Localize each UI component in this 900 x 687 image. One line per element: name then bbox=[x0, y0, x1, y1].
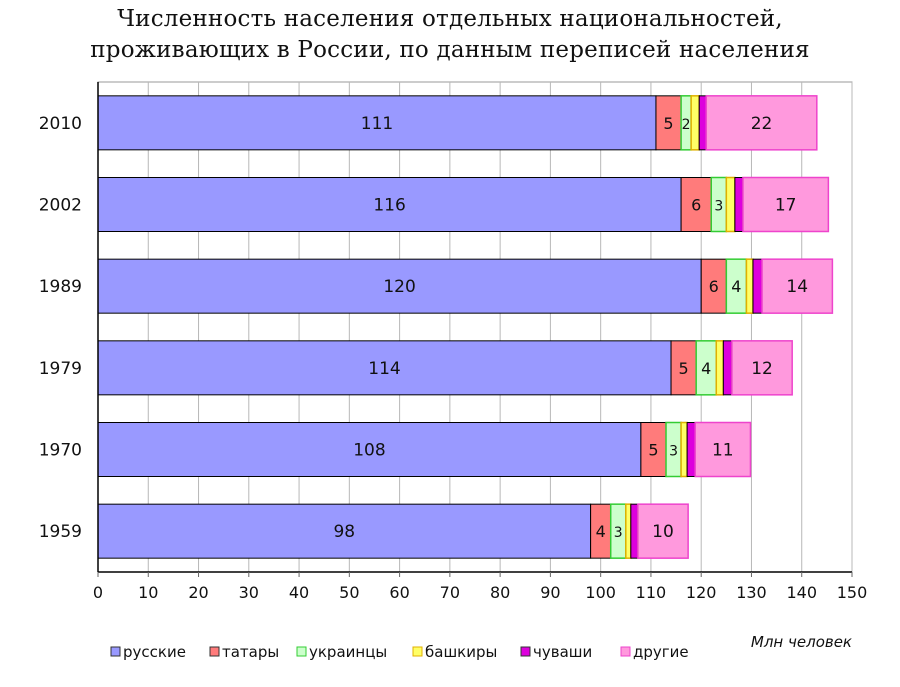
chart-title: Численность населения отдельных национал… bbox=[117, 6, 783, 32]
x-axis-label: Млн человек bbox=[751, 633, 852, 651]
y-tick-label: 1989 bbox=[39, 277, 82, 297]
bar-segment bbox=[97, 503, 592, 559]
bar-segment bbox=[637, 503, 689, 559]
data-label: 2 bbox=[682, 117, 691, 133]
data-label: 3 bbox=[714, 199, 723, 215]
data-label: 116 bbox=[373, 196, 405, 216]
data-label: 6 bbox=[709, 277, 719, 296]
data-label: 4 bbox=[596, 522, 606, 541]
y-tick-label: 1959 bbox=[39, 522, 82, 542]
legend-label: русские bbox=[123, 643, 186, 661]
x-tick-label: 90 bbox=[540, 583, 560, 602]
bar-segment bbox=[722, 340, 733, 396]
bar-segment bbox=[625, 503, 632, 559]
data-label: 3 bbox=[669, 444, 678, 460]
data-label: 6 bbox=[691, 196, 701, 215]
x-tick-label: 80 bbox=[490, 583, 510, 602]
data-label: 12 bbox=[751, 359, 773, 379]
bar-segment bbox=[734, 177, 744, 232]
bar-segment bbox=[97, 422, 642, 477]
bar-segment bbox=[705, 95, 818, 151]
data-label: 3 bbox=[614, 525, 623, 541]
data-label: 111 bbox=[361, 114, 393, 134]
bar-segment bbox=[97, 177, 682, 232]
data-label: 22 bbox=[751, 114, 773, 134]
x-tick-label: 140 bbox=[786, 583, 817, 602]
gridlines bbox=[147, 82, 853, 572]
data-label: 4 bbox=[701, 359, 711, 378]
bar-segment bbox=[630, 503, 639, 559]
y-tick-label: 1979 bbox=[39, 359, 82, 379]
legend-label: другие bbox=[633, 643, 689, 661]
legend-swatch bbox=[110, 646, 121, 657]
bar-segment bbox=[680, 177, 712, 232]
data-label: 10 bbox=[652, 522, 674, 542]
data-label: 5 bbox=[679, 359, 689, 378]
y-tick-labels: 2010 2002 1989 1979 1970 1959 bbox=[39, 114, 82, 542]
bar-segment bbox=[694, 421, 752, 478]
data-label: 5 bbox=[648, 441, 658, 460]
x-tick-label: 70 bbox=[440, 583, 460, 602]
axes bbox=[97, 82, 852, 573]
legend-label: чуваши bbox=[533, 643, 592, 661]
data-label: 11 bbox=[712, 441, 734, 461]
legend-swatch bbox=[520, 646, 531, 657]
bar-segment bbox=[97, 258, 702, 314]
legend-swatch bbox=[209, 646, 220, 657]
y-tick-label: 2002 bbox=[39, 196, 82, 216]
legend-swatch bbox=[412, 646, 423, 657]
legend: русские татары украинцы башкиры чуваши другие bbox=[110, 643, 689, 661]
data-label: 98 bbox=[333, 522, 355, 542]
bar-segment bbox=[686, 422, 696, 477]
plot-background bbox=[97, 81, 853, 573]
legend-label: татары bbox=[222, 643, 279, 661]
data-label: 120 bbox=[383, 277, 415, 297]
bar-segment bbox=[97, 340, 672, 396]
bar-segment bbox=[680, 421, 688, 478]
x-tick-label: 40 bbox=[289, 583, 309, 602]
x-tick-label: 120 bbox=[686, 583, 717, 602]
bar-segment bbox=[745, 258, 754, 314]
bar-segment bbox=[725, 176, 736, 233]
legend-swatch bbox=[296, 646, 307, 657]
data-label: 17 bbox=[775, 196, 797, 216]
chart-subtitle: проживающих в России, по данным переписе… bbox=[90, 37, 810, 63]
y-tick-label: 1970 bbox=[39, 441, 82, 461]
bar-segment bbox=[670, 340, 697, 396]
x-tick-label: 0 bbox=[93, 583, 103, 602]
bar-segment bbox=[690, 95, 700, 151]
bar-segment bbox=[731, 340, 793, 396]
x-tick-label: 150 bbox=[837, 583, 868, 602]
bar-segment bbox=[700, 258, 727, 314]
x-tick-label: 30 bbox=[239, 583, 259, 602]
data-label: 4 bbox=[731, 277, 741, 296]
bar-segment bbox=[752, 258, 763, 314]
legend-swatch bbox=[620, 646, 631, 657]
x-tick-label: 60 bbox=[389, 583, 409, 602]
plot-frame bbox=[97, 81, 853, 573]
y-tick-label: 2010 bbox=[39, 114, 82, 134]
x-tick-label: 10 bbox=[138, 583, 158, 602]
x-tick-label: 100 bbox=[585, 583, 616, 602]
bar-segment bbox=[698, 95, 707, 151]
data-label: 108 bbox=[353, 441, 385, 461]
data-label: 114 bbox=[368, 359, 400, 379]
legend-label: украинцы bbox=[309, 643, 387, 661]
x-tick-label: 20 bbox=[188, 583, 208, 602]
bar-segment bbox=[715, 340, 725, 396]
data-label: 14 bbox=[786, 277, 808, 297]
data-label: 5 bbox=[663, 114, 673, 133]
bar-segment bbox=[742, 176, 830, 233]
x-tick-label: 110 bbox=[636, 583, 667, 602]
x-tick-label: 50 bbox=[339, 583, 359, 602]
bar-segment bbox=[761, 258, 834, 314]
x-tick-label: 130 bbox=[736, 583, 767, 602]
x-tick-labels: 0 10 20 30 40 50 60 70 80 90 100 110 120 130 140 150 bbox=[93, 572, 867, 602]
legend-label: башкиры bbox=[425, 643, 497, 661]
